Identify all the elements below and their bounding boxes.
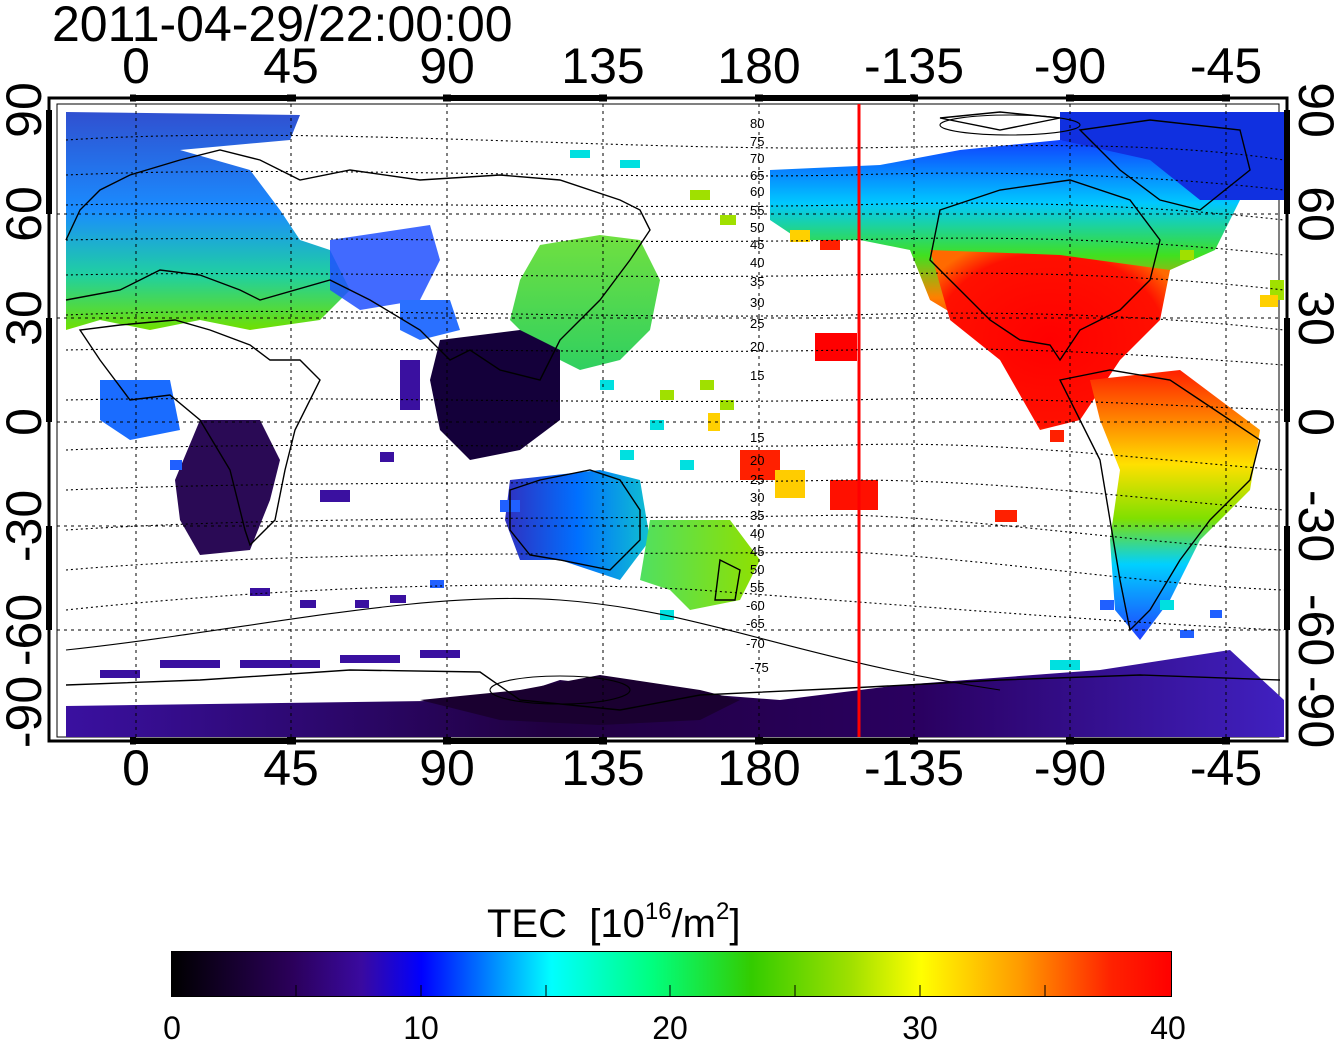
contour-label: 45 (750, 544, 764, 559)
tec-data-layer (66, 112, 1284, 737)
colorbar-tick: 20 (652, 1010, 688, 1046)
region-w-africa (100, 380, 180, 440)
contour-label: 30 (750, 490, 764, 505)
top-lon-tick: 90 (419, 38, 475, 94)
scatter-dots-red (820, 240, 1064, 522)
bottom-lon-tick: 90 (419, 740, 475, 796)
frame-tick-marks (130, 94, 1230, 745)
colorbar-title: TEC [1016/m2] (487, 888, 740, 948)
bottom-lon-tick: 45 (263, 740, 319, 796)
timestamp-title: 2011-04-29/22:00:00 (52, 0, 513, 52)
region-europe (66, 112, 350, 330)
top-lon-tick: 135 (561, 38, 645, 94)
region-east-asia (510, 235, 660, 370)
contour-label: 15 (750, 430, 764, 445)
patch-pacific-south-2 (775, 470, 805, 498)
colorbar-title-main: TEC (487, 902, 567, 946)
contour-label: 60 (750, 184, 764, 199)
mag-contours (65, 134, 1285, 631)
colorbar (171, 951, 1172, 997)
contour-label: -75 (750, 660, 769, 675)
colorbar-tick: 30 (902, 1010, 938, 1046)
colorbar-unit-exp: 16 (644, 898, 672, 925)
top-lon-tick: 180 (717, 38, 801, 94)
region-antarctica-core (420, 675, 740, 725)
contour-label: 50 (750, 562, 764, 577)
coast-eurasia (65, 149, 651, 381)
contour-label-group: 80 75 70 65 60 55 50 45 40 35 30 25 20 1… (746, 116, 769, 675)
scatter-dots-cyan (570, 150, 1174, 670)
contour-label: 75 (750, 134, 764, 149)
coast-africa (78, 319, 321, 547)
coast-antarctica (65, 669, 1281, 711)
region-central-asia (330, 225, 440, 310)
bottom-lon-tick: 180 (717, 740, 801, 796)
contour-label: 25 (750, 472, 764, 487)
mag-contours-solid (65, 114, 1081, 705)
contour-label: 15 (750, 368, 764, 383)
bottom-lon-tick: -135 (863, 740, 965, 796)
contour-label: 65 (750, 168, 764, 183)
contour-label: 80 (750, 116, 764, 131)
patch-pacific-north (815, 333, 857, 361)
region-africa (175, 420, 280, 555)
contour-label: 40 (750, 526, 764, 541)
coast-greenland (1078, 119, 1251, 211)
top-lon-tick: 45 (263, 38, 319, 94)
region-south-america (1090, 370, 1260, 640)
coast-south-america (1058, 369, 1261, 632)
contour-label: 35 (750, 274, 764, 289)
bottom-lon-tick: 135 (561, 740, 645, 796)
contour-label: 50 (750, 220, 764, 235)
contour-label: 20 (750, 453, 764, 468)
top-lon-tick: -90 (1033, 38, 1107, 94)
top-lon-tick: -135 (863, 38, 965, 94)
colorbar-tick: 0 (163, 1010, 181, 1046)
contour-label: -70 (746, 636, 765, 651)
colorbar-unit-exp2: 2 (715, 898, 730, 925)
contour-label: 40 (750, 255, 764, 270)
patch-pacific-south-1 (740, 450, 780, 480)
colorbar-unit-mid: /m (671, 902, 716, 946)
top-lon-tick: 0 (122, 38, 150, 94)
contour-label: 55 (750, 203, 764, 218)
scatter-dots-purple (100, 360, 460, 678)
contour-label: -60 (746, 598, 765, 613)
region-se-asia (430, 330, 560, 460)
bottom-lon-tick: 0 (122, 740, 150, 796)
contour-label: 70 (750, 151, 764, 166)
colorbar-unit-pre: [10 (589, 902, 645, 946)
colorbar-tick: 10 (403, 1010, 439, 1046)
coast-north-america (929, 179, 1161, 362)
coast-nz (714, 558, 741, 601)
top-lon-tick: -45 (1189, 38, 1263, 94)
contour-label: 25 (750, 316, 764, 331)
bottom-lon-tick: -45 (1189, 740, 1263, 796)
coastlines (65, 111, 1281, 711)
contour-label: -65 (746, 616, 765, 631)
region-greenland (1060, 112, 1284, 200)
region-mideast (400, 300, 460, 340)
region-nz (640, 520, 760, 610)
bottom-lon-tick: -90 (1033, 740, 1107, 796)
contour-label: 45 (750, 237, 764, 252)
contour-label: 30 (750, 295, 764, 310)
patch-pacific-south-3 (830, 480, 878, 510)
region-australia (505, 470, 650, 580)
region-usa-mexico (930, 250, 1170, 430)
scatter-dots-yellow (708, 230, 1278, 431)
contour-label: 35 (750, 508, 764, 523)
colorbar-unit-post: ] (729, 902, 741, 946)
contour-label: 20 (750, 339, 764, 354)
colorbar-minor-ticks (295, 985, 1046, 996)
frame-bars (46, 95, 1290, 744)
coast-australia (509, 469, 641, 571)
contour-label: 55 (750, 580, 764, 595)
grid-lines (57, 104, 1279, 737)
colorbar-tick: 40 (1150, 1010, 1186, 1046)
